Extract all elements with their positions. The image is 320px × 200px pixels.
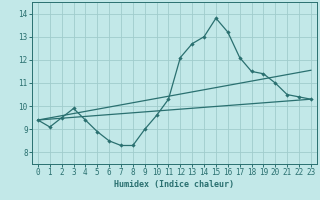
X-axis label: Humidex (Indice chaleur): Humidex (Indice chaleur) [115,180,234,189]
